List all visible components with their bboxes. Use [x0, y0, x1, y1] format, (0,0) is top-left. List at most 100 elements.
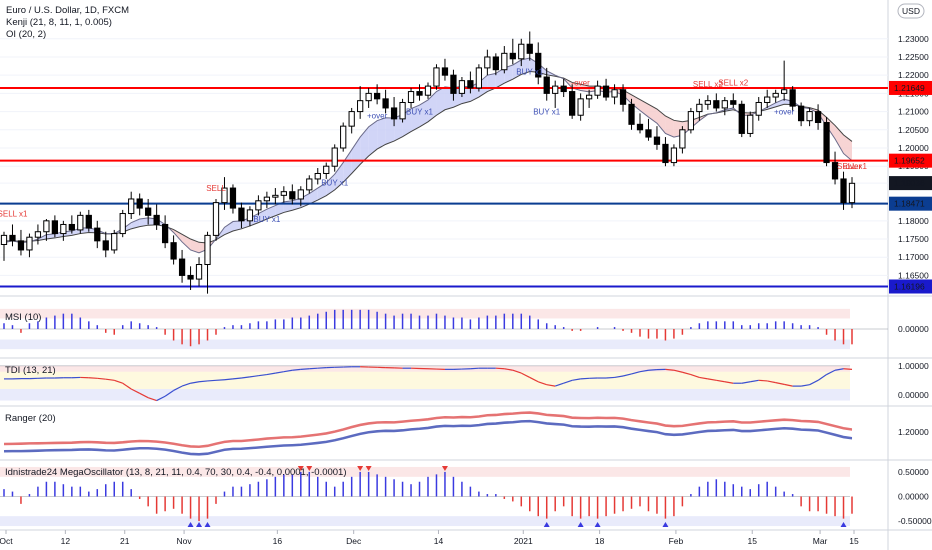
time-axis[interactable]: Oct 12 21 Nov 16 Dec 14 2021 18 Feb 15 Mar 15: [0, 530, 859, 546]
candle-body: [340, 125, 347, 149]
tdi-line-segment: [572, 378, 581, 381]
tdi-line-segment: [529, 376, 539, 383]
candle-body: [518, 43, 525, 60]
time-tick-label: 14: [434, 536, 444, 546]
tdi-line-segment: [88, 377, 98, 379]
time-tick-label: Nov: [177, 536, 193, 546]
mega-buy-arrow: [196, 522, 203, 527]
kenji-band-segment: [835, 125, 844, 154]
candle-body: [348, 111, 355, 127]
mega-sell-arrow: [365, 466, 372, 471]
candle-body: [450, 74, 457, 94]
msi-title[interactable]: MSI (10): [5, 312, 41, 323]
candle-body: [43, 220, 50, 233]
candle-body: [552, 85, 559, 94]
tdi-line-segment: [639, 369, 649, 373]
kenji-band-segment: [334, 162, 344, 190]
time-tick-label: Mar: [813, 536, 828, 546]
tdi-line-segment: [97, 377, 106, 380]
candle-body: [535, 52, 542, 78]
tdi-line-segment: [309, 367, 318, 370]
tdi-tick-label: 0.00000: [898, 390, 929, 400]
signal-label: SELL x1: [0, 209, 28, 218]
kenji-band-segment: [640, 99, 649, 118]
price-level-tag: [889, 279, 932, 294]
mega-buy-arrow: [204, 522, 211, 527]
candle-body: [662, 143, 669, 164]
candle-body: [382, 98, 389, 109]
ranger-tick-label: 1.20000: [898, 427, 929, 437]
ranger-title[interactable]: Ranger (20): [5, 413, 56, 424]
mega-oscillator-pane: 0.50000 0.00000 -0.50000: [0, 466, 932, 527]
candle-body: [297, 189, 304, 200]
candle-body: [314, 172, 321, 180]
tdi-line-segment: [122, 382, 132, 390]
tdi-line-segment: [682, 371, 692, 376]
candle-body: [424, 85, 432, 96]
tdi-pane: 1.00000 0.00000: [0, 361, 929, 402]
kenji-band-segment: [411, 105, 420, 132]
tdi-line-segment: [580, 377, 590, 380]
signal-label: BUY x1: [253, 215, 281, 224]
tdi-line-segment: [504, 368, 513, 371]
price-tick-label: 1.20000: [898, 143, 929, 153]
candle-body: [128, 198, 135, 215]
price-level-tag-label: 1.19652: [894, 156, 925, 166]
candle-body: [280, 191, 287, 196]
candle-body: [0, 234, 8, 245]
candle-body: [814, 111, 822, 124]
candle-body: [60, 223, 67, 235]
candle-body: [619, 89, 627, 105]
candle-body: [679, 129, 686, 149]
candle-body: [670, 147, 678, 164]
indicator-oi-label[interactable]: OI (20, 2): [6, 29, 46, 40]
signal-label: -over: [843, 162, 862, 171]
candle-body: [594, 85, 601, 96]
mega-tick-label: 0.00000: [898, 492, 929, 502]
tdi-line-segment: [470, 367, 479, 370]
candle-body: [543, 76, 550, 94]
price-level-tag-label: 1.16196: [894, 282, 925, 292]
candle-body: [187, 274, 194, 280]
tdi-line-segment: [258, 373, 267, 377]
mega-buy-arrow: [543, 522, 550, 527]
tdi-line-segment: [784, 383, 793, 387]
kenji-band-segment: [436, 86, 445, 116]
candle-body: [721, 100, 728, 109]
indicator-kenji-label[interactable]: Kenji (21, 8, 11, 1, 0.005): [6, 17, 112, 28]
tdi-title[interactable]: TDI (13, 21): [5, 365, 56, 376]
tdi-line-segment: [232, 377, 242, 380]
pane-band: [0, 339, 850, 350]
tdi-line-segment: [147, 397, 157, 402]
symbol-title[interactable]: Euro / U.S. Dollar, 1D, FXCM: [6, 5, 129, 16]
mega-oscillator-title[interactable]: Idnistrade24 MegaOscillator (13, 8, 21, …: [5, 467, 347, 478]
candle-body: [390, 107, 398, 120]
pane-band: [0, 466, 850, 477]
price-axis[interactable]: 1.230001.225001.220001.215001.210001.205…: [889, 34, 932, 294]
candle-body: [416, 91, 423, 96]
time-tick-label: 16: [273, 536, 283, 546]
candle-body: [102, 240, 109, 251]
currency-badge[interactable]: [897, 3, 925, 19]
candle-body: [289, 191, 296, 200]
mega-tick-label: 0.50000: [898, 467, 929, 477]
candle-body: [51, 220, 59, 235]
candle-body: [178, 258, 186, 276]
tdi-line-segment: [317, 367, 327, 369]
candle-body: [119, 213, 126, 235]
tdi-line-segment: [801, 384, 810, 387]
kenji-band-segment: [232, 220, 242, 232]
tdi-line-segment: [207, 379, 217, 382]
kenji-band-segment: [224, 221, 233, 235]
time-tick-label: 2021: [514, 536, 533, 546]
tdi-line-segment: [495, 367, 505, 370]
kenji-band-segment: [843, 134, 852, 161]
candle-body: [713, 100, 720, 109]
candles: [0, 31, 856, 294]
kenji-band-segment: [665, 115, 674, 138]
candle-body: [85, 214, 92, 229]
tdi-line-segment: [716, 379, 725, 383]
mega-sell-arrow: [306, 466, 313, 471]
tdi-line-segment: [606, 376, 615, 379]
